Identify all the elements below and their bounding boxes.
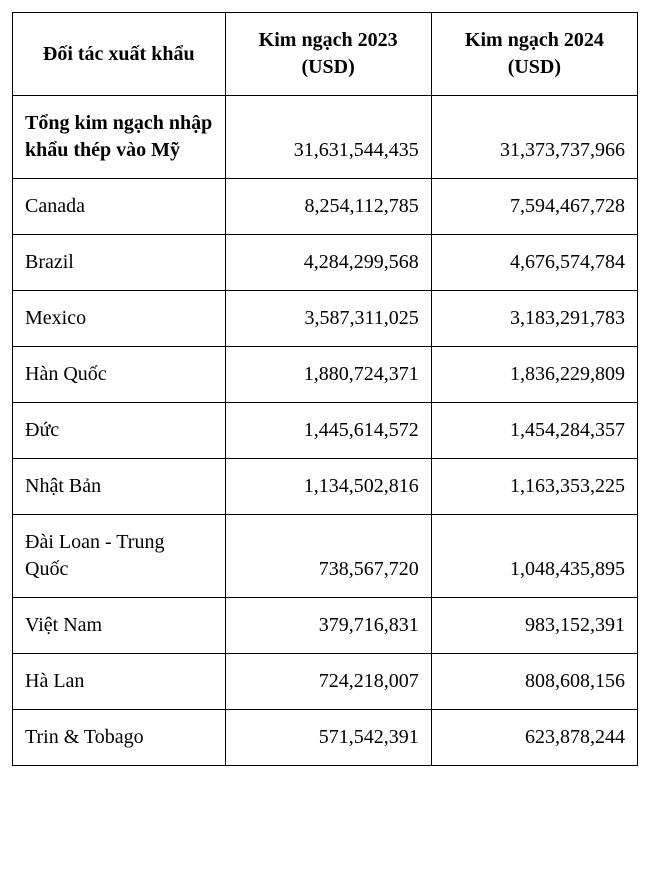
cell-2024: 1,048,435,895 bbox=[431, 515, 637, 598]
table-row: Nhật Bản 1,134,502,816 1,163,353,225 bbox=[13, 459, 638, 515]
cell-2023: 1,134,502,816 bbox=[225, 459, 431, 515]
cell-2024: 623,878,244 bbox=[431, 710, 637, 766]
table-row: Việt Nam 379,716,831 983,152,391 bbox=[13, 598, 638, 654]
cell-2023: 738,567,720 bbox=[225, 515, 431, 598]
cell-2024: 4,676,574,784 bbox=[431, 235, 637, 291]
cell-partner: Đức bbox=[13, 403, 226, 459]
cell-partner: Hàn Quốc bbox=[13, 347, 226, 403]
cell-2024: 1,163,353,225 bbox=[431, 459, 637, 515]
table-row: Brazil 4,284,299,568 4,676,574,784 bbox=[13, 235, 638, 291]
table-row: Đức 1,445,614,572 1,454,284,357 bbox=[13, 403, 638, 459]
cell-partner: Đài Loan - Trung Quốc bbox=[13, 515, 226, 598]
col-header-2023: Kim ngạch 2023 (USD) bbox=[225, 13, 431, 96]
cell-partner: Tổng kim ngạch nhập khẩu thép vào Mỹ bbox=[13, 96, 226, 179]
cell-2023: 4,284,299,568 bbox=[225, 235, 431, 291]
cell-partner: Hà Lan bbox=[13, 654, 226, 710]
steel-import-table: Đối tác xuất khẩu Kim ngạch 2023 (USD) K… bbox=[12, 12, 638, 766]
cell-2024: 1,454,284,357 bbox=[431, 403, 637, 459]
cell-2023: 1,880,724,371 bbox=[225, 347, 431, 403]
col-header-2024: Kim ngạch 2024 (USD) bbox=[431, 13, 637, 96]
col-header-partner: Đối tác xuất khẩu bbox=[13, 13, 226, 96]
cell-partner: Việt Nam bbox=[13, 598, 226, 654]
table-row: Đài Loan - Trung Quốc 738,567,720 1,048,… bbox=[13, 515, 638, 598]
table-row: Mexico 3,587,311,025 3,183,291,783 bbox=[13, 291, 638, 347]
table-row: Canada 8,254,112,785 7,594,467,728 bbox=[13, 179, 638, 235]
cell-2024: 983,152,391 bbox=[431, 598, 637, 654]
table-row: Hà Lan 724,218,007 808,608,156 bbox=[13, 654, 638, 710]
cell-2024: 7,594,467,728 bbox=[431, 179, 637, 235]
cell-partner: Mexico bbox=[13, 291, 226, 347]
cell-partner: Brazil bbox=[13, 235, 226, 291]
cell-2023: 1,445,614,572 bbox=[225, 403, 431, 459]
cell-2024: 808,608,156 bbox=[431, 654, 637, 710]
cell-2024: 3,183,291,783 bbox=[431, 291, 637, 347]
table-row: Hàn Quốc 1,880,724,371 1,836,229,809 bbox=[13, 347, 638, 403]
cell-2023: 3,587,311,025 bbox=[225, 291, 431, 347]
table-total-row: Tổng kim ngạch nhập khẩu thép vào Mỹ 31,… bbox=[13, 96, 638, 179]
cell-partner: Nhật Bản bbox=[13, 459, 226, 515]
cell-2024: 1,836,229,809 bbox=[431, 347, 637, 403]
cell-2023: 571,542,391 bbox=[225, 710, 431, 766]
cell-partner: Canada bbox=[13, 179, 226, 235]
table-row: Trin & Tobago 571,542,391 623,878,244 bbox=[13, 710, 638, 766]
cell-2023: 379,716,831 bbox=[225, 598, 431, 654]
cell-partner: Trin & Tobago bbox=[13, 710, 226, 766]
table-header-row: Đối tác xuất khẩu Kim ngạch 2023 (USD) K… bbox=[13, 13, 638, 96]
cell-2023: 8,254,112,785 bbox=[225, 179, 431, 235]
cell-2024: 31,373,737,966 bbox=[431, 96, 637, 179]
cell-2023: 724,218,007 bbox=[225, 654, 431, 710]
cell-2023: 31,631,544,435 bbox=[225, 96, 431, 179]
